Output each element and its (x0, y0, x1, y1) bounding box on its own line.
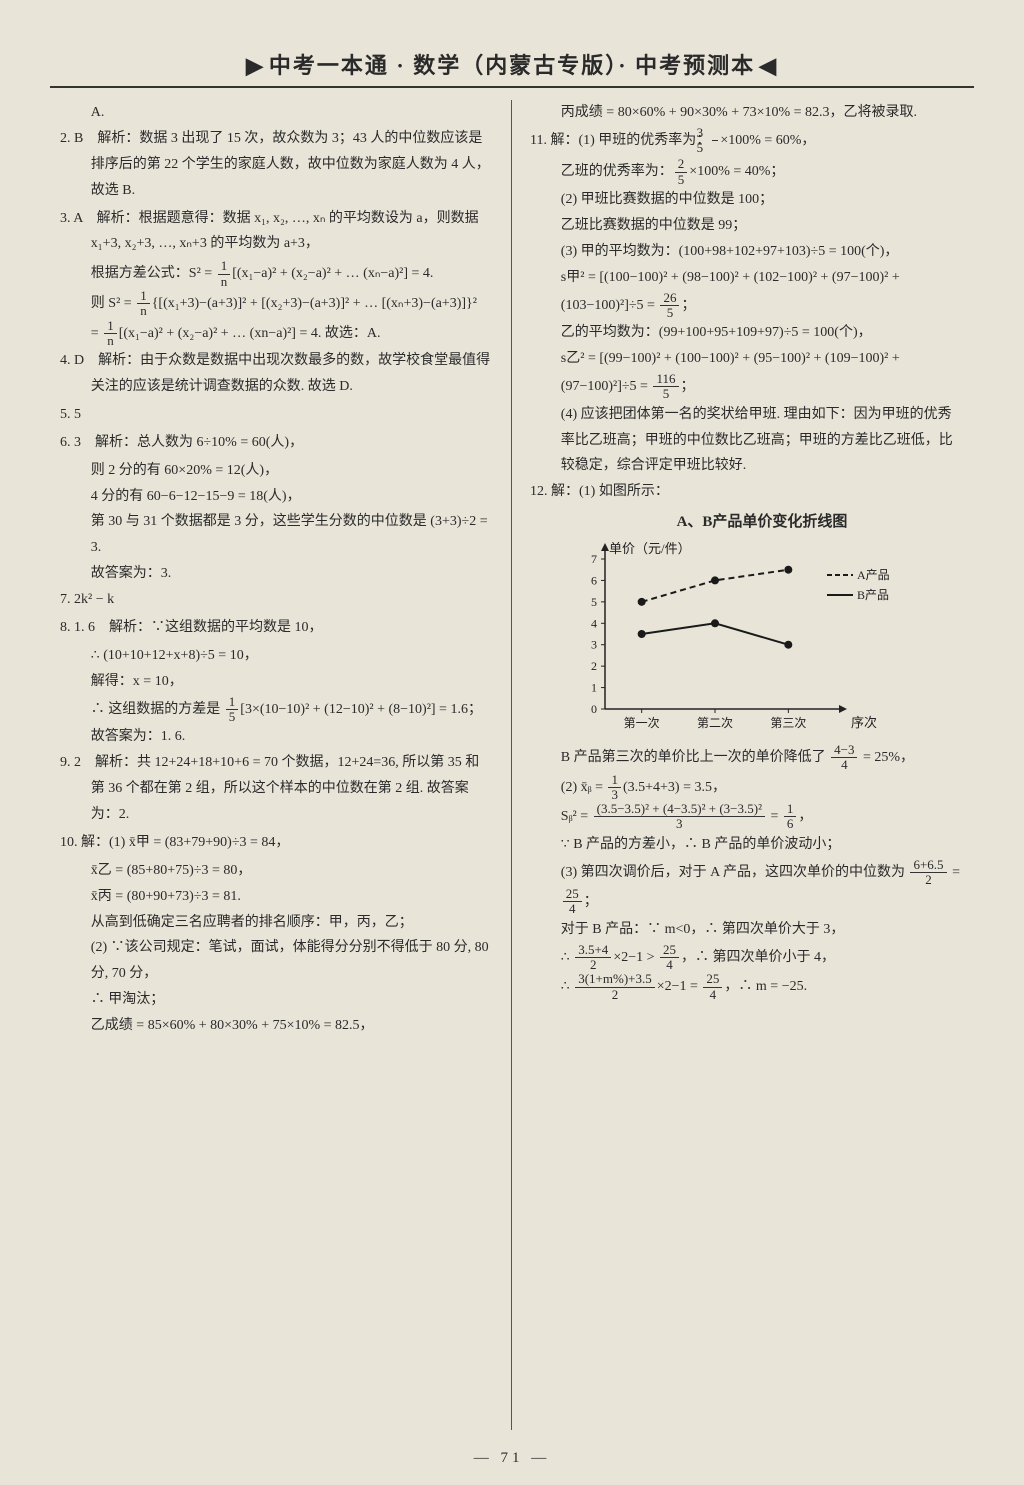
q3d: = 1n[(x₁−a)² + (x₂−a)² + … (xn−a)²] = 4.… (60, 319, 493, 349)
r11h: s乙² = [(99−100)² + (100−100)² + (95−100)… (530, 346, 964, 401)
q5: 5. 5 (60, 402, 493, 428)
r11b: 乙班的优秀率为：25×100% = 40%； (530, 157, 964, 187)
r12b: B 产品第三次的单价比上一次的单价降低了 4−34 = 25%， (530, 743, 964, 773)
q10b: x̄乙 = (85+80+75)÷3 = 80， (60, 858, 493, 884)
q6e: 故答案为：3. (60, 561, 493, 587)
q2: 2. B 解析：数据 3 出现了 15 次，故众数为 3；43 人的中位数应该是… (60, 126, 493, 204)
svg-text:1: 1 (591, 680, 597, 694)
r12h: ∴ 3.5+42×2−1 > 254，∴ 第四次单价小于 4， (530, 943, 964, 973)
svg-text:A产品: A产品 (857, 568, 890, 582)
q6d: 第 30 与 31 个数据都是 3 分，这些学生分数的中位数是 (3+3)÷2 … (60, 509, 493, 561)
q8e: 故答案为：1. 6. (60, 724, 493, 750)
r12g: 对于 B 产品：∵ m<0，∴ 第四次单价大于 3， (530, 917, 964, 943)
svg-text:序次: 序次 (851, 715, 877, 730)
svg-text:7: 7 (591, 552, 597, 566)
q8a: 8. 1. 6 解析：∵这组数据的平均数是 10， (60, 615, 493, 641)
svg-text:2: 2 (591, 659, 597, 673)
q8c: 解得：x = 10， (60, 669, 493, 695)
q1b: A. (60, 100, 493, 126)
header-triangle-right (755, 53, 778, 78)
svg-text:6: 6 (591, 573, 597, 587)
page-number: — 71 — (0, 1450, 1024, 1467)
q9a: 9. 2 解析：共 12+24+18+10+6 = 70 个数据，12+24=3… (60, 750, 493, 828)
svg-text:0: 0 (591, 702, 597, 716)
svg-text:第三次: 第三次 (770, 716, 806, 730)
chart-container: A、B产品单价变化折线图 单价（元/件） 0 1 2 3 4 5 6 7 第一次 第二次 第三次 序次 A… (560, 509, 964, 739)
svg-text:4: 4 (591, 616, 597, 630)
svg-text:第二次: 第二次 (697, 716, 733, 730)
q3b: 根据方差公式：S² = 1n[(x₁−a)² + (x₂−a)² + … (xₙ… (60, 259, 493, 289)
page-header: 中考一本通 · 数学（内蒙古专版）· 中考预测本 (50, 40, 974, 88)
q10d: 从高到低确定三名应聘者的排名顺序：甲，丙，乙； (60, 910, 493, 936)
q10e: (2) ∵该公司规定：笔试，面试，体能得分分别不得低于 80 分, 80 分, … (60, 935, 493, 987)
q3c: 则 S² = 1n{[(x₁+3)−(a+3)]² + [(x₂+3)−(a+3… (60, 289, 493, 319)
r11e: (3) 甲的平均数为：(100+98+102+97+103)÷5 = 100(个… (530, 239, 964, 265)
right-column: 丙成绩 = 80×60% + 90×30% + 73×10% = 82.3，乙将… (512, 100, 974, 1430)
chart-title: A、B产品单价变化折线图 (560, 509, 964, 537)
q10f: ∴ 甲淘汰； (60, 987, 493, 1013)
r11a: 11. 解：(1) 甲班的优秀率为：35×100% = 60%， (530, 126, 964, 156)
q6a: 6. 3 解析：总人数为 6÷10% = 60(人)， (60, 430, 493, 456)
r11g: 乙的平均数为：(99+100+95+109+97)÷5 = 100(个)， (530, 320, 964, 346)
q6b: 则 2 分的有 60×20% = 12(人)， (60, 458, 493, 484)
svg-text:第一次: 第一次 (624, 716, 660, 730)
r11f: s甲² = [(100−100)² + (98−100)² + (102−100… (530, 265, 964, 320)
r1: 丙成绩 = 80×60% + 90×30% + 73×10% = 82.3，乙将… (530, 100, 964, 126)
content-columns: A. 2. B 解析：数据 3 出现了 15 次，故众数为 3；43 人的中位数… (50, 100, 974, 1430)
r12a: 12. 解：(1) 如图所示： (530, 479, 964, 505)
q10c: x̄丙 = (80+90+73)÷3 = 81. (60, 884, 493, 910)
svg-text:5: 5 (591, 595, 597, 609)
r12e: ∵ B 产品的方差小，∴ B 产品的单价波动小； (530, 832, 964, 858)
chart-plot: 单价（元/件） 0 1 2 3 4 5 6 7 第一次 第二次 第三次 序次 A产品 B产品 (560, 539, 910, 739)
r11i: (4) 应该把团体第一名的奖状给甲班. 理由如下：因为甲班的优秀率比乙班高；甲班… (530, 402, 964, 480)
left-column: A. 2. B 解析：数据 3 出现了 15 次，故众数为 3；43 人的中位数… (50, 100, 512, 1430)
header-triangle-left (246, 53, 269, 78)
header-title: 中考一本通 · 数学（内蒙古专版）· 中考预测本 (269, 53, 755, 78)
q8b: ∴ (10+10+12+x+8)÷5 = 10， (60, 643, 493, 669)
r12f: (3) 第四次调价后，对于 A 产品，这四次单价的中位数为 6+6.52 = 2… (530, 858, 964, 917)
r11d: 乙班比赛数据的中位数是 99； (530, 213, 964, 239)
r11c: (2) 甲班比赛数据的中位数是 100； (530, 187, 964, 213)
q3a: 3. A 解析：根据题意得：数据 x₁, x₂, …, xₙ 的平均数设为 a，… (60, 206, 493, 258)
q10g: 乙成绩 = 85×60% + 80×30% + 75×10% = 82.5， (60, 1013, 493, 1039)
q6c: 4 分的有 60−6−12−15−9 = 18(人)， (60, 484, 493, 510)
svg-text:B产品: B产品 (857, 588, 889, 602)
chart-svg: 单价（元/件） 0 1 2 3 4 5 6 7 第一次 第二次 第三次 序次 A产品 B产品 (560, 539, 910, 739)
r12i: ∴ 3(1+m%)+3.52×2−1 = 254，∴ m = −25. (530, 972, 964, 1002)
svg-text:3: 3 (591, 638, 597, 652)
q4: 4. D 解析：由于众数是数据中出现次数最多的数，故学校食堂最值得关注的应该是统… (60, 348, 493, 400)
r12c: (2) x̄ᵦ = 13(3.5+4+3) = 3.5， (530, 773, 964, 803)
r12d: Sᵦ² = (3.5−3.5)² + (4−3.5)² + (3−3.5)²3 … (530, 802, 964, 832)
q8d: ∴ 这组数据的方差是 15[3×(10−10)² + (12−10)² + (8… (60, 695, 493, 725)
q10a: 10. 解：(1) x̄甲 = (83+79+90)÷3 = 84， (60, 830, 493, 856)
q7: 7. 2k² − k (60, 587, 493, 613)
svg-text:单价（元/件）: 单价（元/件） (609, 541, 691, 556)
